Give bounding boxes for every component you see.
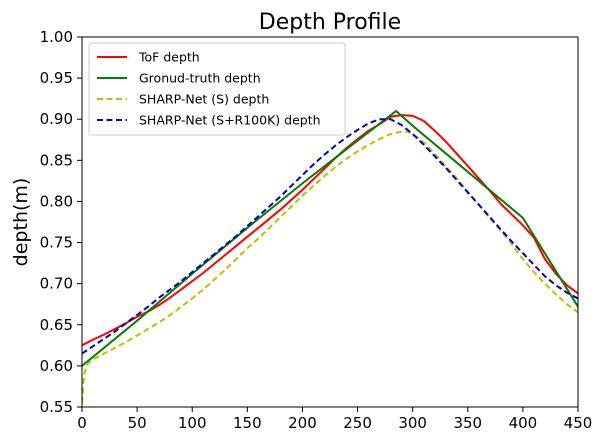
y-tick-label: 0.55 [40, 398, 73, 416]
series-lines [82, 110, 578, 403]
y-tick-label: 0.90 [40, 110, 73, 128]
axes: 0 50 100 150 200 250 300 350 400 450 0.55 0.60 0.65 0… [40, 28, 593, 432]
x-tick-label: 200 [288, 414, 317, 432]
x-tick-label: 100 [178, 414, 207, 432]
x-tick-label: 150 [233, 414, 262, 432]
y-tick-label: 0.60 [40, 357, 73, 375]
x-tick-label: 300 [398, 414, 427, 432]
chart-title: Depth Profile [259, 10, 401, 35]
x-tick-label: 400 [509, 414, 538, 432]
y-tick-label: 1.00 [40, 28, 73, 46]
series-line-3 [82, 130, 578, 403]
y-tick-label: 0.95 [40, 69, 73, 87]
y-tick-label: 0.75 [40, 234, 73, 252]
y-axis-label: depth(m) [10, 178, 32, 267]
series-line-2 [82, 110, 578, 367]
x-tick-label: 450 [564, 414, 593, 432]
y-tick-label: 0.85 [40, 151, 73, 169]
y-tick-label: 0.70 [40, 275, 73, 293]
x-tick-label: 50 [128, 414, 147, 432]
x-tick-label: 350 [453, 414, 482, 432]
legend-label-3: SHARP-Net (S) depth [139, 92, 269, 107]
y-tick-label: 0.80 [40, 192, 73, 210]
legend-label-1: ToF depth [138, 50, 200, 65]
plot-frame [81, 36, 579, 408]
x-tick-label: 0 [77, 414, 87, 432]
legend: ToF depth Gronud-truth depth SHARP-Net (S)… [88, 42, 346, 136]
plot-area [82, 110, 578, 403]
legend-label-4: SHARP-Net (S+R100K) depth [139, 113, 321, 128]
y-tick-label: 0.65 [40, 316, 73, 334]
legend-box [88, 42, 346, 136]
x-tick-label: 250 [343, 414, 372, 432]
legend-label-2: Gronud-truth depth [139, 71, 261, 86]
